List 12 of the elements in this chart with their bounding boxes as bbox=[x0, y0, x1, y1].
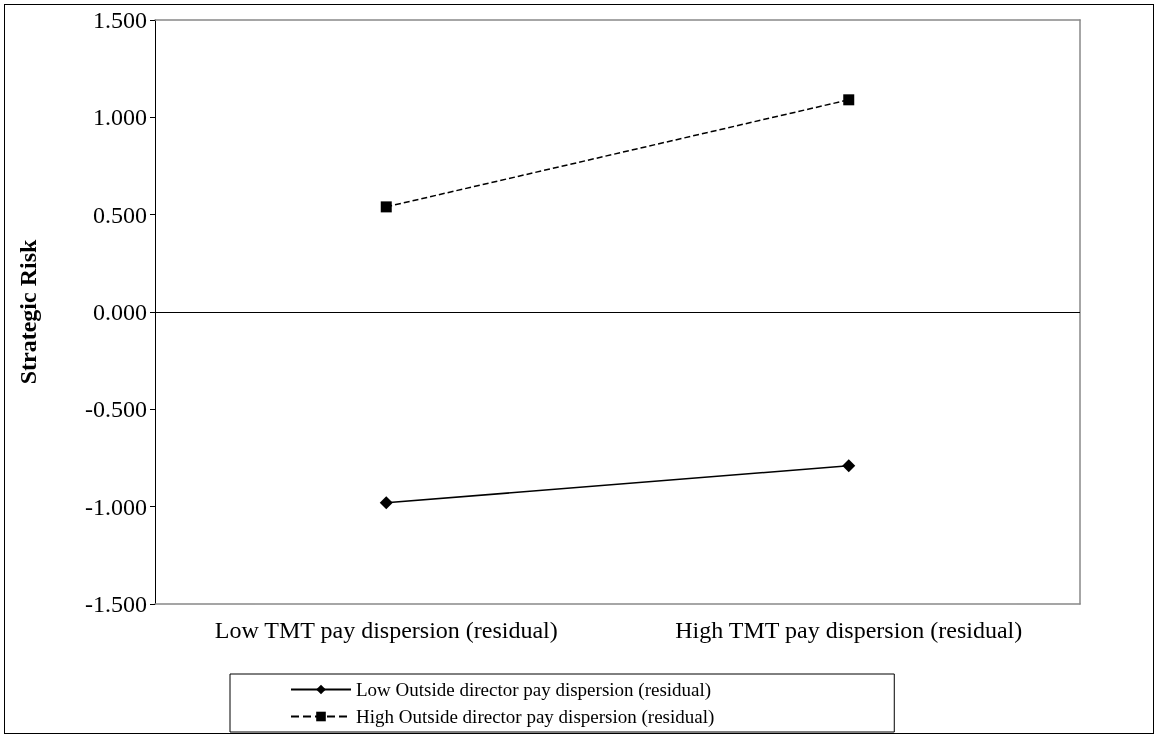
y-tick-label: 0.500 bbox=[93, 201, 147, 228]
y-axis-title: Strategic Risk bbox=[15, 239, 41, 385]
x-tick-label: Low TMT pay dispersion (residual) bbox=[214, 617, 558, 643]
x-tick-label: High TMT pay dispersion (residual) bbox=[675, 617, 1023, 643]
y-tick-label: -1.000 bbox=[85, 493, 147, 520]
y-tick-label: -1.500 bbox=[85, 591, 147, 617]
legend-label: Low Outside director pay dispersion (residual) bbox=[356, 679, 712, 701]
y-tick-label: -0.500 bbox=[85, 396, 147, 423]
y-tick-label: 1.000 bbox=[93, 104, 147, 131]
y-tick-label: 1.500 bbox=[93, 7, 147, 33]
y-tick-label: 0.000 bbox=[93, 299, 147, 325]
legend-label: High Outside director pay dispersion (residual) bbox=[356, 706, 715, 728]
